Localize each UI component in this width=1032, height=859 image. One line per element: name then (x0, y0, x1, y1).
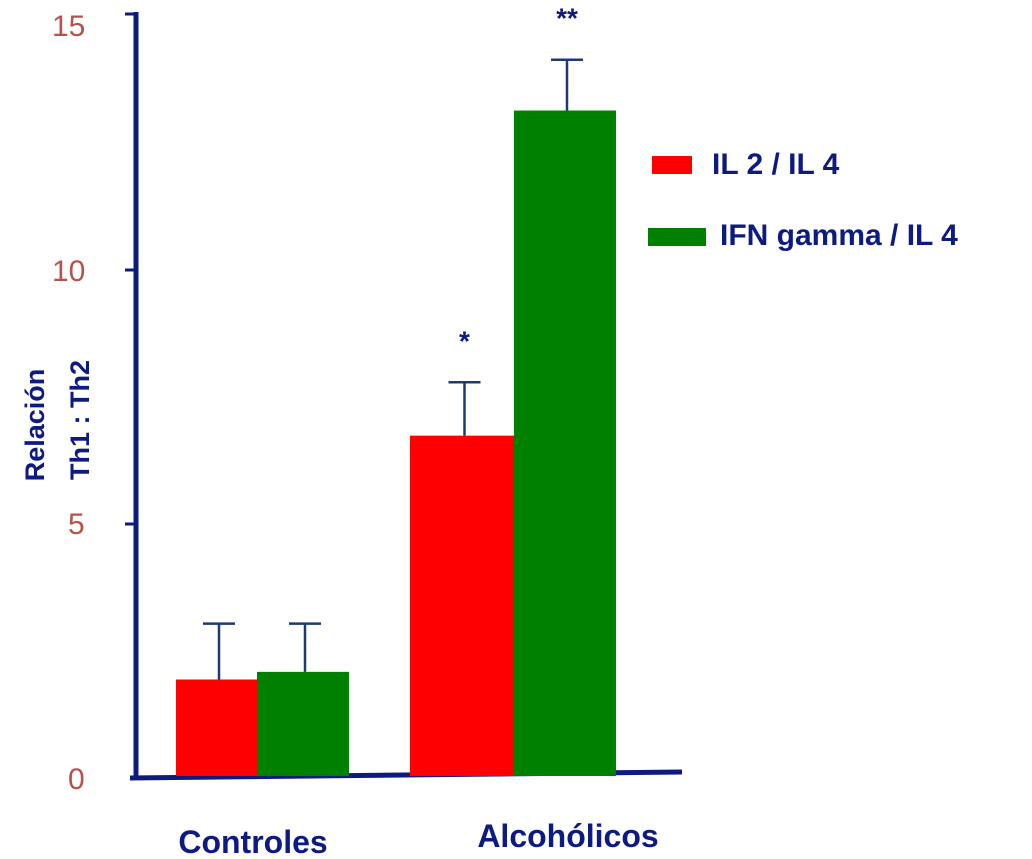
significance-mark: * (459, 325, 470, 356)
bar-ifn-gamma-il-4-controles (257, 671, 349, 776)
y-ticks: 15 10 5 0 (52, 10, 136, 796)
legend: IL 2 / IL 4 IFN gamma / IL 4 (648, 148, 958, 252)
y-tick-label: 10 (52, 255, 85, 288)
bar-il-2-il-4-alcoh-licos (410, 435, 515, 776)
y-axis-title-line2: Th1 : Th2 (65, 360, 95, 480)
legend-label-il2-il4: IL 2 / IL 4 (712, 148, 840, 181)
y-tick-label: 15 (52, 10, 85, 43)
y-tick-label: 0 (68, 763, 85, 796)
bars-group (176, 110, 616, 776)
legend-swatch-il2-il4 (652, 156, 692, 174)
y-tick-label: 5 (68, 508, 85, 541)
category-label-controles: Controles (178, 824, 327, 859)
bar-ifn-gamma-il-4-alcoh-licos (514, 110, 616, 776)
y-axis-title-line1: Relación (20, 369, 50, 482)
significance-marks-group: *** (459, 3, 578, 357)
bar-il-2-il-4-controles (176, 679, 258, 776)
category-label-alcoholicos: Alcohólicos (477, 818, 658, 854)
significance-mark: ** (556, 3, 578, 34)
legend-label-ifn-gamma-il4: IFN gamma / IL 4 (720, 219, 958, 252)
error-bars-group (203, 58, 583, 680)
legend-swatch-ifn-gamma-il4 (648, 228, 706, 246)
